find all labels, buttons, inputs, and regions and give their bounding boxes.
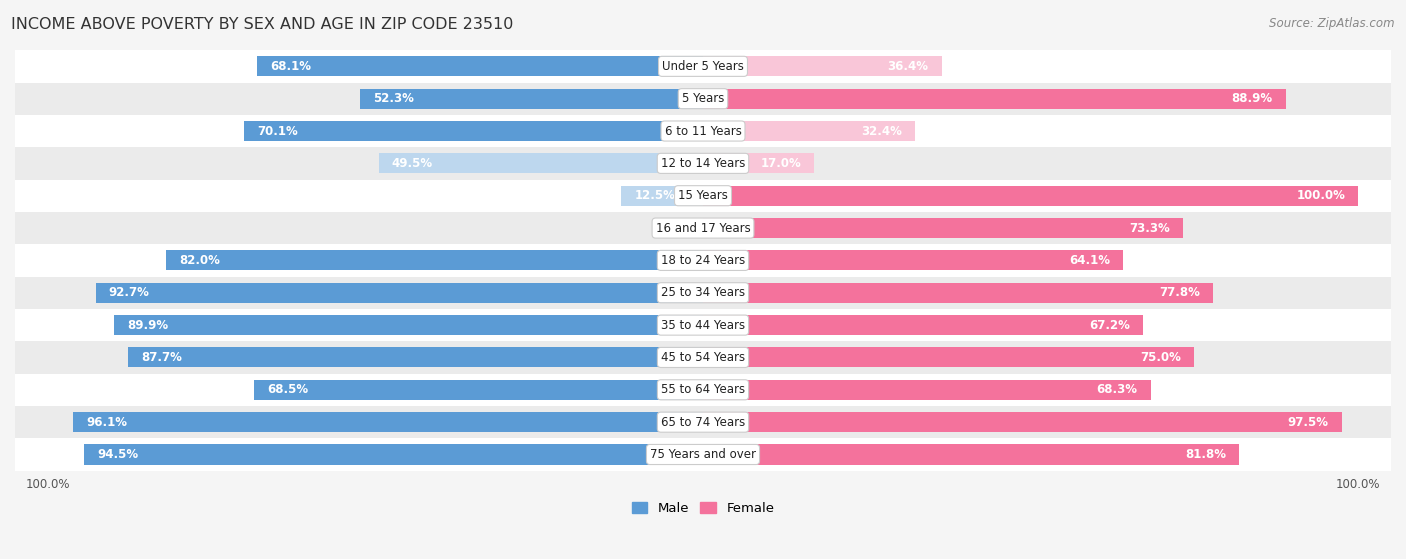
Bar: [15, 115, 1391, 147]
Bar: [703, 412, 1341, 432]
Bar: [15, 244, 1391, 277]
Bar: [15, 50, 1391, 83]
Text: 32.4%: 32.4%: [862, 125, 903, 138]
Text: 65 to 74 Years: 65 to 74 Years: [661, 416, 745, 429]
Text: 52.3%: 52.3%: [374, 92, 415, 105]
Bar: [15, 147, 1391, 179]
Text: 64.1%: 64.1%: [1069, 254, 1109, 267]
Bar: [703, 315, 1143, 335]
Bar: [15, 342, 1391, 373]
Text: 12.5%: 12.5%: [634, 189, 675, 202]
Legend: Male, Female: Male, Female: [626, 497, 780, 521]
Bar: [166, 250, 703, 271]
Text: 67.2%: 67.2%: [1090, 319, 1130, 331]
Bar: [703, 218, 1184, 238]
Text: 75 Years and over: 75 Years and over: [650, 448, 756, 461]
Text: Source: ZipAtlas.com: Source: ZipAtlas.com: [1270, 17, 1395, 30]
Bar: [15, 83, 1391, 115]
Text: 0.0%: 0.0%: [664, 221, 693, 235]
Text: 12 to 14 Years: 12 to 14 Years: [661, 157, 745, 170]
Bar: [378, 153, 703, 173]
Bar: [360, 89, 703, 108]
Bar: [703, 283, 1213, 303]
Text: 55 to 64 Years: 55 to 64 Years: [661, 383, 745, 396]
Text: 68.1%: 68.1%: [270, 60, 311, 73]
Text: 45 to 54 Years: 45 to 54 Years: [661, 351, 745, 364]
Text: 94.5%: 94.5%: [97, 448, 138, 461]
Text: 70.1%: 70.1%: [257, 125, 298, 138]
Bar: [703, 153, 814, 173]
Text: 96.1%: 96.1%: [86, 416, 128, 429]
Text: 17.0%: 17.0%: [761, 157, 801, 170]
Bar: [15, 438, 1391, 471]
Bar: [703, 121, 915, 141]
Bar: [621, 186, 703, 206]
Bar: [257, 56, 703, 77]
Bar: [128, 348, 703, 367]
Bar: [703, 56, 942, 77]
Bar: [15, 179, 1391, 212]
Text: 75.0%: 75.0%: [1140, 351, 1181, 364]
Text: 25 to 34 Years: 25 to 34 Years: [661, 286, 745, 299]
Text: 68.5%: 68.5%: [267, 383, 308, 396]
Bar: [15, 277, 1391, 309]
Bar: [703, 89, 1285, 108]
Text: 81.8%: 81.8%: [1185, 448, 1226, 461]
Bar: [703, 348, 1195, 367]
Text: 73.3%: 73.3%: [1129, 221, 1170, 235]
Text: 35 to 44 Years: 35 to 44 Years: [661, 319, 745, 331]
Text: 49.5%: 49.5%: [392, 157, 433, 170]
Bar: [703, 380, 1150, 400]
Bar: [243, 121, 703, 141]
Bar: [15, 212, 1391, 244]
Bar: [96, 283, 703, 303]
Text: INCOME ABOVE POVERTY BY SEX AND AGE IN ZIP CODE 23510: INCOME ABOVE POVERTY BY SEX AND AGE IN Z…: [11, 17, 513, 32]
Text: 89.9%: 89.9%: [127, 319, 169, 331]
Text: 5 Years: 5 Years: [682, 92, 724, 105]
Text: 87.7%: 87.7%: [142, 351, 183, 364]
Text: 77.8%: 77.8%: [1159, 286, 1199, 299]
Text: 88.9%: 88.9%: [1232, 92, 1272, 105]
Text: 18 to 24 Years: 18 to 24 Years: [661, 254, 745, 267]
Text: Under 5 Years: Under 5 Years: [662, 60, 744, 73]
Bar: [703, 444, 1239, 465]
Text: 36.4%: 36.4%: [887, 60, 928, 73]
Text: 97.5%: 97.5%: [1288, 416, 1329, 429]
Text: 6 to 11 Years: 6 to 11 Years: [665, 125, 741, 138]
Bar: [15, 373, 1391, 406]
Bar: [84, 444, 703, 465]
Bar: [114, 315, 703, 335]
Bar: [254, 380, 703, 400]
Text: 92.7%: 92.7%: [108, 286, 149, 299]
Text: 68.3%: 68.3%: [1097, 383, 1137, 396]
Text: 82.0%: 82.0%: [179, 254, 219, 267]
Text: 16 and 17 Years: 16 and 17 Years: [655, 221, 751, 235]
Bar: [15, 406, 1391, 438]
Text: 100.0%: 100.0%: [1296, 189, 1346, 202]
Bar: [15, 309, 1391, 342]
Bar: [703, 250, 1123, 271]
Bar: [703, 186, 1358, 206]
Text: 15 Years: 15 Years: [678, 189, 728, 202]
Bar: [73, 412, 703, 432]
